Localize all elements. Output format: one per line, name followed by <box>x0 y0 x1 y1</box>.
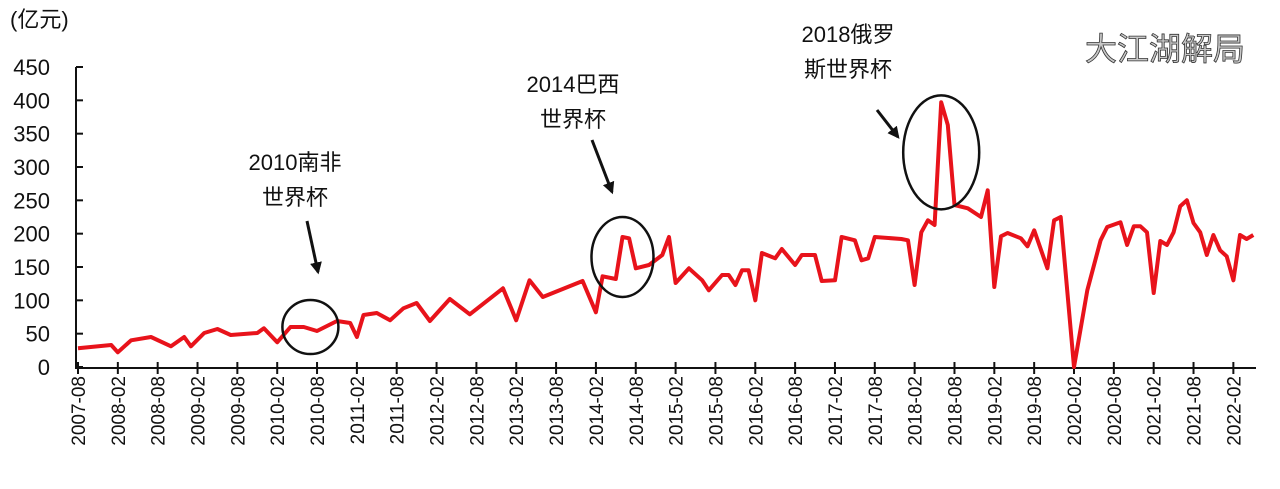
y-tick-label: 200 <box>13 222 50 247</box>
annotation-label: 2010南非 <box>249 150 342 175</box>
x-tick-label: 2008-02 <box>109 376 130 446</box>
x-tick-label: 2012-08 <box>467 376 488 446</box>
x-tick-label: 2015-02 <box>667 376 688 446</box>
series-line <box>77 100 1255 369</box>
y-tick-label: 0 <box>38 355 50 380</box>
annotation-label: 世界杯 <box>262 185 328 210</box>
y-tick-label: 100 <box>13 288 50 313</box>
arrow-icon <box>305 220 322 275</box>
x-tick-label: 2017-02 <box>826 376 847 446</box>
x-tick-label: 2008-08 <box>149 376 170 446</box>
x-tick-label: 2016-02 <box>746 376 767 446</box>
x-tick-label: 2010-08 <box>308 376 329 446</box>
x-tick-label: 2014-02 <box>587 376 608 446</box>
x-tick-label: 2010-02 <box>268 376 289 446</box>
x-tick-label: 2013-08 <box>547 376 568 446</box>
x-tick-label: 2018-02 <box>906 376 927 446</box>
x-tick-label: 2019-02 <box>985 376 1006 446</box>
x-tick-label: 2022-02 <box>1224 376 1245 446</box>
x-tick-label: 2020-08 <box>1105 376 1126 446</box>
annotation-label: 世界杯 <box>540 107 606 132</box>
x-tick-label: 2021-08 <box>1185 376 1206 446</box>
annotation-label: 2014巴西 <box>527 72 620 97</box>
y-axis: 0 50 100 150 200 250 300 350 400 450 <box>13 55 83 380</box>
x-tick-label: 2019-08 <box>1025 376 1046 446</box>
arrow-icon <box>875 109 900 139</box>
x-tick-label: 2013-02 <box>507 376 528 446</box>
annotation-circle <box>281 298 340 356</box>
y-tick-label: 450 <box>13 55 50 80</box>
x-tick-label: 2011-02 <box>348 376 369 444</box>
x-tick-label: 2014-08 <box>627 376 648 446</box>
annotation-circle <box>590 215 655 299</box>
y-tick-label: 150 <box>13 255 50 280</box>
x-tick-label: 2012-02 <box>428 376 449 446</box>
x-tick-label: 2007-08 <box>69 376 90 446</box>
x-tick-label: 2011-08 <box>388 376 409 444</box>
x-tick-label: 2015-08 <box>706 376 727 446</box>
watermark: 大江湖解局 <box>1085 31 1245 67</box>
x-tick-label: 2021-02 <box>1145 376 1166 446</box>
y-tick-label: 50 <box>26 322 50 347</box>
x-tick-label: 2009-08 <box>228 376 249 446</box>
x-tick-label: 2017-08 <box>866 376 887 446</box>
y-tick-label: 400 <box>13 88 50 113</box>
y-tick-label: 250 <box>13 188 50 213</box>
annotation-label: 斯世界杯 <box>804 57 892 82</box>
x-tick-label: 2016-08 <box>786 376 807 446</box>
x-axis: 2007-08 2008-02 2008-08 2009-02 2009-08 2010-… <box>69 362 1245 446</box>
arrow-icon <box>590 139 615 195</box>
x-tick-label: 2020-02 <box>1065 376 1086 446</box>
annotation-circle <box>901 94 981 211</box>
x-tick-label: 2018-08 <box>945 376 966 446</box>
y-tick-label: 300 <box>13 155 50 180</box>
x-tick-label: 2009-02 <box>189 376 210 446</box>
annotation-label: 2018俄罗 <box>802 22 895 47</box>
y-tick-label: 350 <box>13 122 50 147</box>
y-axis-label: (亿元) <box>10 7 69 32</box>
